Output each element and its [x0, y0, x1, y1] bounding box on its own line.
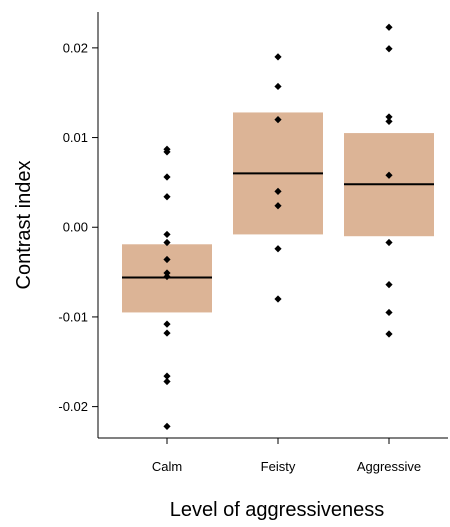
data-point — [163, 230, 171, 239]
data-point — [385, 45, 393, 53]
data-point — [274, 82, 282, 91]
y-tick-label: 0.01 — [63, 130, 88, 145]
x-tick-label: Calm — [152, 459, 182, 474]
y-tick-label: -0.01 — [58, 309, 88, 324]
data-point — [385, 117, 393, 126]
x-ticks: Calm Feisty Aggressive — [152, 438, 421, 474]
axes — [97, 12, 448, 439]
data-point — [274, 202, 282, 210]
y-axis-title: Contrast index — [13, 161, 35, 290]
y-tick-label: -0.02 — [58, 399, 88, 414]
data-point — [163, 422, 171, 430]
data-point — [163, 372, 171, 380]
data-point — [385, 171, 393, 179]
data-point — [163, 173, 171, 181]
data-point — [385, 330, 393, 338]
data-point — [163, 193, 171, 201]
data-point — [385, 113, 393, 121]
plot-area — [122, 23, 434, 430]
y-ticks: -0.02 -0.01 0.00 0.01 0.02 — [58, 40, 98, 414]
data-point — [274, 187, 282, 195]
data-point — [163, 272, 171, 281]
x-axis-title: Level of aggressiveness — [170, 499, 385, 521]
data-point — [385, 238, 393, 247]
data-point — [385, 308, 393, 317]
data-point — [163, 238, 171, 247]
data-point — [163, 329, 171, 337]
data-point — [163, 320, 171, 328]
data-point — [274, 245, 282, 253]
data-point — [274, 295, 282, 303]
data-point — [385, 281, 393, 289]
data-point — [163, 255, 171, 264]
x-tick-label: Feisty — [261, 459, 296, 474]
data-point — [163, 377, 171, 386]
y-tick-label: 0.02 — [63, 40, 88, 55]
data-point — [385, 23, 393, 31]
x-tick-label: Aggressive — [357, 459, 421, 474]
data-point — [274, 53, 282, 61]
data-point — [274, 116, 282, 124]
data-point — [163, 148, 171, 156]
y-tick-label: 0.00 — [63, 220, 88, 235]
